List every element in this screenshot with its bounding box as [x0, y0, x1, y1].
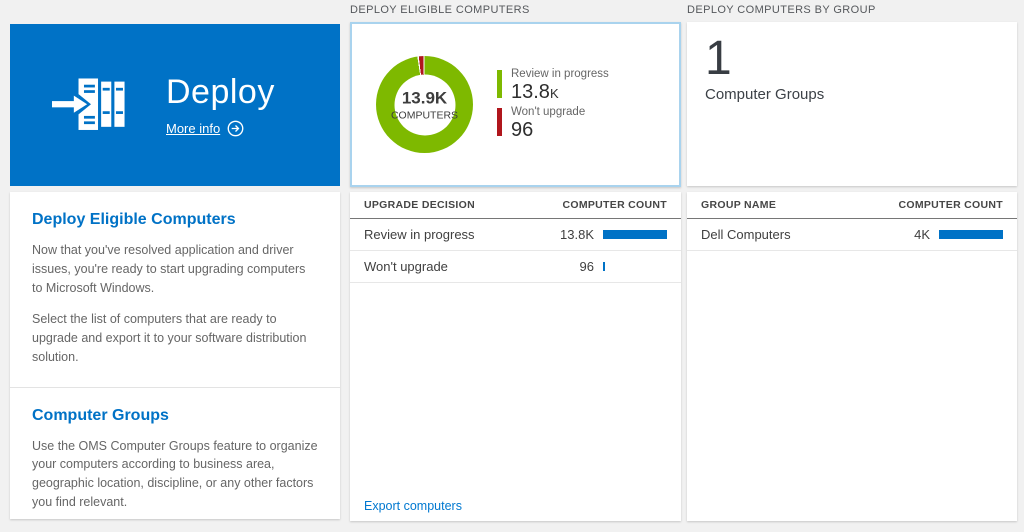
- donut-center-label: COMPUTERS: [390, 109, 459, 121]
- section-deploy-eligible-computers: Deploy Eligible Computers Now that you'v…: [10, 192, 340, 388]
- arrow-circle-icon[interactable]: [227, 120, 244, 137]
- legend-swatch-green: [497, 70, 502, 99]
- table-header-row: GROUP NAME COMPUTER COUNT: [687, 192, 1017, 219]
- computers-by-group-header: DEPLOY COMPUTERS BY GROUP: [687, 4, 876, 16]
- row-count: 96: [579, 259, 594, 274]
- count-bar-fill: [603, 262, 605, 271]
- table-row[interactable]: Dell Computers 4K: [687, 219, 1017, 251]
- count-bar: [603, 230, 667, 239]
- row-count: 4K: [914, 227, 930, 242]
- description-panel: Deploy Eligible Computers Now that you'v…: [10, 192, 340, 519]
- row-count: 13.8K: [560, 227, 594, 242]
- count-bar: [939, 230, 1003, 239]
- section-heading: Computer Groups: [32, 406, 169, 424]
- computer-groups-count-panel[interactable]: 1 Computer Groups: [687, 22, 1017, 186]
- deploy-books-arrow-icon: [52, 78, 125, 130]
- legend-label: Review in progress: [511, 68, 609, 81]
- computer-groups-count: 1: [705, 32, 732, 85]
- eligible-computers-donut-panel[interactable]: 13.9K COMPUTERS Review in progress 13.8K…: [350, 22, 681, 187]
- count-bar-fill: [603, 230, 667, 239]
- row-label: Review in progress: [364, 227, 475, 242]
- table-row[interactable]: Review in progress 13.8K: [350, 219, 681, 251]
- row-label: Won't upgrade: [364, 259, 448, 274]
- table-row[interactable]: Won't upgrade 96: [350, 251, 681, 283]
- legend-swatch-red: [497, 108, 502, 136]
- column-computer-count: COMPUTER COUNT: [898, 199, 1003, 211]
- computer-groups-count-label: Computer Groups: [705, 86, 825, 104]
- legend-value-suffix: K: [549, 86, 559, 101]
- deploy-tile[interactable]: Deploy More info: [10, 24, 340, 186]
- section-paragraph: Now that you've resolved application and…: [32, 243, 306, 295]
- legend-value: 96: [511, 118, 534, 141]
- legend-item-wont-upgrade: Won't upgrade 96: [497, 106, 609, 141]
- section-heading: Deploy Eligible Computers: [32, 211, 236, 228]
- legend-item-review-in-progress: Review in progress 13.8K: [497, 68, 609, 103]
- column-upgrade-decision: UPGRADE DECISION: [364, 199, 475, 211]
- tile-title: Deploy: [166, 73, 275, 111]
- section-computer-groups: Computer Groups Use the OMS Computer Gro…: [10, 388, 340, 532]
- legend-label: Won't upgrade: [511, 106, 586, 118]
- column-group-name: GROUP NAME: [701, 199, 777, 211]
- more-info-link[interactable]: More info: [166, 121, 221, 136]
- group-name-table-panel: GROUP NAME COMPUTER COUNT Dell Computers…: [687, 192, 1017, 521]
- donut-legend: Review in progress 13.8K Won't upgrade 9…: [497, 68, 609, 141]
- upgrade-decision-table-panel: UPGRADE DECISION COMPUTER COUNT Review i…: [350, 192, 681, 521]
- row-label: Dell Computers: [701, 227, 791, 242]
- donut-center: 13.9K COMPUTERS: [390, 74, 459, 135]
- count-bar: [603, 262, 667, 271]
- upgrade-decision-donut-chart[interactable]: 13.9K COMPUTERS: [376, 56, 473, 153]
- table-header-row: UPGRADE DECISION COMPUTER COUNT: [350, 192, 681, 219]
- export-computers-link[interactable]: Export computers: [364, 499, 462, 513]
- count-bar-fill: [939, 230, 1003, 239]
- column-computer-count: COMPUTER COUNT: [562, 199, 667, 211]
- section-paragraph: Select the list of computers that are re…: [32, 312, 307, 364]
- legend-value: 13.8: [511, 81, 550, 103]
- section-paragraph: Use the OMS Computer Groups feature to o…: [32, 438, 318, 509]
- eligible-computers-header: DEPLOY ELIGIBLE COMPUTERS: [350, 4, 530, 16]
- donut-center-value: 13.9K: [401, 88, 448, 107]
